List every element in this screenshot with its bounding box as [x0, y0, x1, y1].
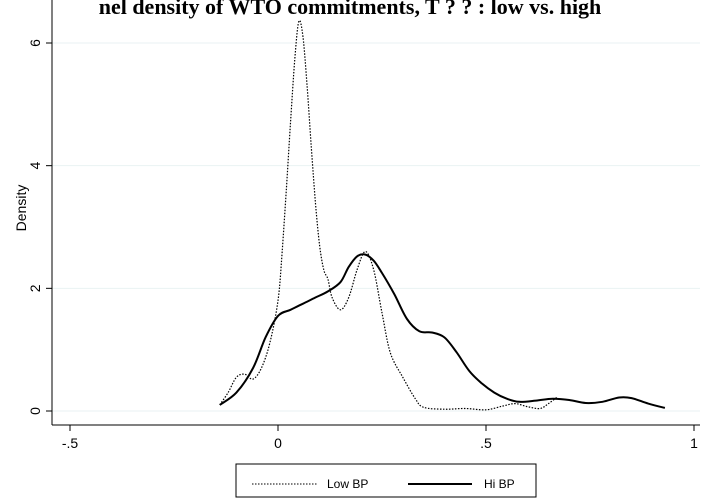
y-axis-title: Density — [13, 185, 29, 232]
x-axis-ticks: -.5 0 .5 1 — [62, 425, 698, 451]
y-tick-label-0: 0 — [27, 407, 43, 415]
series-line-hi-bp — [219, 253, 666, 409]
x-tick-label--.5: -.5 — [62, 435, 79, 451]
legend-label-hi-bp: Hi BP — [484, 477, 515, 491]
x-tick-label-0: 0 — [274, 435, 282, 451]
y-tick-label-2: 2 — [27, 284, 43, 292]
x-tick-label-1: 1 — [690, 435, 698, 451]
chart-title: nel density of WTO commitments, T ? ? : … — [99, 0, 602, 19]
y-tick-label-4: 4 — [27, 162, 43, 170]
legend-label-low-bp: Low BP — [327, 477, 368, 491]
legend: Low BP Hi BP — [235, 463, 537, 498]
series-layer — [219, 19, 666, 411]
series-line-low-bp — [219, 19, 558, 411]
x-tick-label-.5: .5 — [480, 435, 492, 451]
y-tick-label-6: 6 — [27, 39, 43, 47]
gridlines — [52, 42, 700, 412]
y-axis-ticks: 0 2 4 6 — [27, 39, 52, 415]
legend-box — [235, 463, 537, 498]
